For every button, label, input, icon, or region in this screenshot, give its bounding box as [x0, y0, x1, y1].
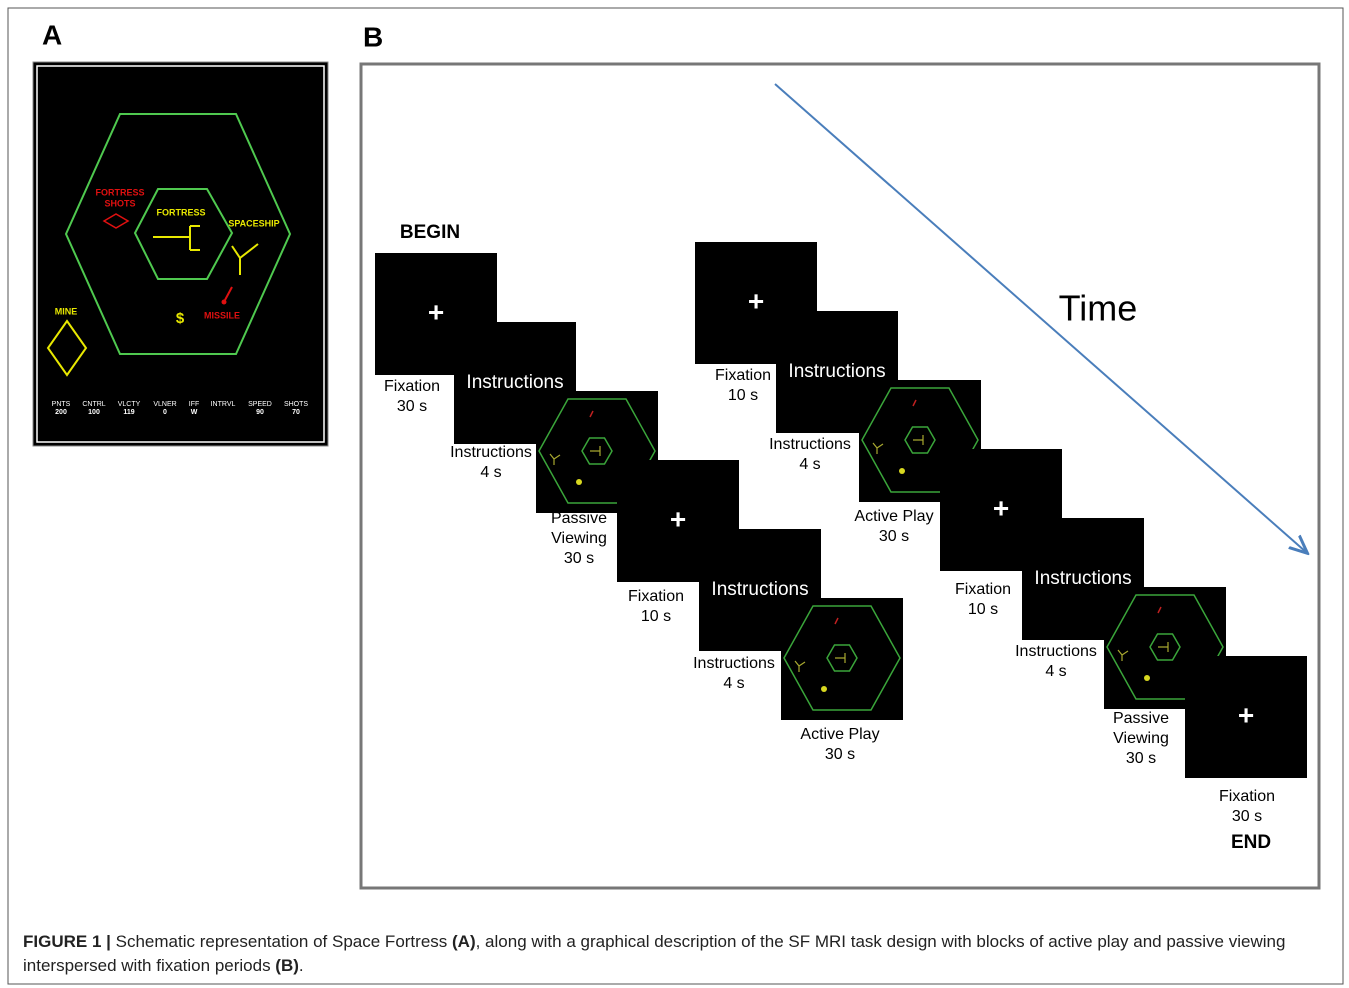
- screen-text: +: [1238, 699, 1254, 730]
- missile-head: [222, 300, 227, 305]
- stat-name: PNTS: [52, 401, 71, 408]
- block-caption: 10 s: [968, 601, 998, 618]
- end-label: END: [1231, 832, 1271, 853]
- block-caption: Fixation: [1219, 788, 1275, 805]
- panel-b-frame: [361, 64, 1319, 888]
- caption-text: (A): [452, 932, 476, 951]
- block-caption: Viewing: [551, 530, 607, 547]
- block-caption: 30 s: [564, 550, 594, 567]
- screen-text: Instructions: [466, 372, 563, 393]
- screen-text: +: [748, 285, 764, 316]
- block-caption: Active Play: [800, 726, 879, 743]
- stat-name: SPEED: [248, 401, 272, 408]
- stat-value: 70: [292, 409, 300, 416]
- time-label: Time: [1059, 288, 1138, 329]
- mine-icon: [821, 686, 827, 692]
- block-caption: 30 s: [825, 746, 855, 763]
- block-caption: 30 s: [397, 398, 427, 415]
- label: FORTRESS: [95, 187, 144, 197]
- screen-text: Instructions: [711, 579, 808, 600]
- panel-label: A: [42, 19, 62, 50]
- block-caption: 30 s: [1126, 750, 1156, 767]
- block-caption: 10 s: [728, 387, 758, 404]
- block-caption: Fixation: [628, 588, 684, 605]
- block-caption: Passive: [1113, 710, 1169, 727]
- caption-figure: FIGURE 1 |: [23, 932, 111, 951]
- label: FORTRESS: [156, 207, 205, 217]
- mine-icon: [576, 479, 582, 485]
- block-caption: 4 s: [1045, 663, 1066, 680]
- block-caption: Instructions: [693, 655, 775, 672]
- label: $: [176, 310, 185, 327]
- block-caption: 4 s: [480, 464, 501, 481]
- figure-caption: FIGURE 1 | Schematic representation of S…: [23, 930, 1333, 978]
- block-caption: Active Play: [854, 508, 933, 525]
- stat-value: 119: [123, 409, 134, 416]
- stat-name: CNTRL: [82, 401, 105, 408]
- block-caption: 4 s: [723, 675, 744, 692]
- stat-name: INTRVL: [211, 401, 236, 408]
- stat-value: 200: [55, 409, 67, 416]
- screen-text: +: [670, 503, 686, 534]
- block-caption: Instructions: [1015, 643, 1097, 660]
- caption-text: .: [299, 956, 304, 975]
- screen-text: +: [993, 492, 1009, 523]
- block-caption: Fixation: [955, 581, 1011, 598]
- screen: [781, 598, 903, 720]
- figure-graphic: A B FORTRESS SHOTS FORTRESS SPACESHIP MI…: [0, 0, 1349, 988]
- caption-text: Schematic representation of Space Fortre…: [111, 932, 452, 951]
- screen-text: Instructions: [788, 361, 885, 382]
- mine-icon: [899, 468, 905, 474]
- block-caption: 30 s: [1232, 808, 1262, 825]
- block-caption: 10 s: [641, 608, 671, 625]
- label: MISSILE: [204, 310, 240, 320]
- block-caption: Fixation: [384, 378, 440, 395]
- mine-icon: [1144, 675, 1150, 681]
- block-caption: 4 s: [799, 456, 820, 473]
- stat-value: 90: [256, 409, 264, 416]
- block-caption: Instructions: [769, 436, 851, 453]
- stat-name: SHOTS: [284, 401, 308, 408]
- stat-name: IFF: [189, 401, 200, 408]
- screen-text: Instructions: [1034, 568, 1131, 589]
- stat-value: 100: [88, 409, 100, 416]
- caption-text: (B): [275, 956, 299, 975]
- screen-text: +: [428, 296, 444, 327]
- stat-value: W: [191, 409, 198, 416]
- stat-name: VLNER: [153, 401, 176, 408]
- stat-value: 0: [163, 409, 167, 416]
- block-caption: Viewing: [1113, 730, 1169, 747]
- panel-label: B: [363, 21, 383, 52]
- label: SHOTS: [104, 198, 135, 208]
- game-screen: [33, 62, 328, 446]
- begin-label: BEGIN: [400, 222, 460, 243]
- figure: A B FORTRESS SHOTS FORTRESS SPACESHIP MI…: [0, 0, 1349, 988]
- block-caption: Instructions: [450, 444, 532, 461]
- block-caption: Passive: [551, 510, 607, 527]
- label: SPACESHIP: [228, 218, 279, 228]
- stat-name: VLCTY: [118, 401, 141, 408]
- block-caption: 30 s: [879, 528, 909, 545]
- label: MINE: [55, 306, 78, 316]
- panel-a: FORTRESS SHOTS FORTRESS SPACESHIP MINE M…: [33, 62, 328, 446]
- block-caption: Fixation: [715, 367, 771, 384]
